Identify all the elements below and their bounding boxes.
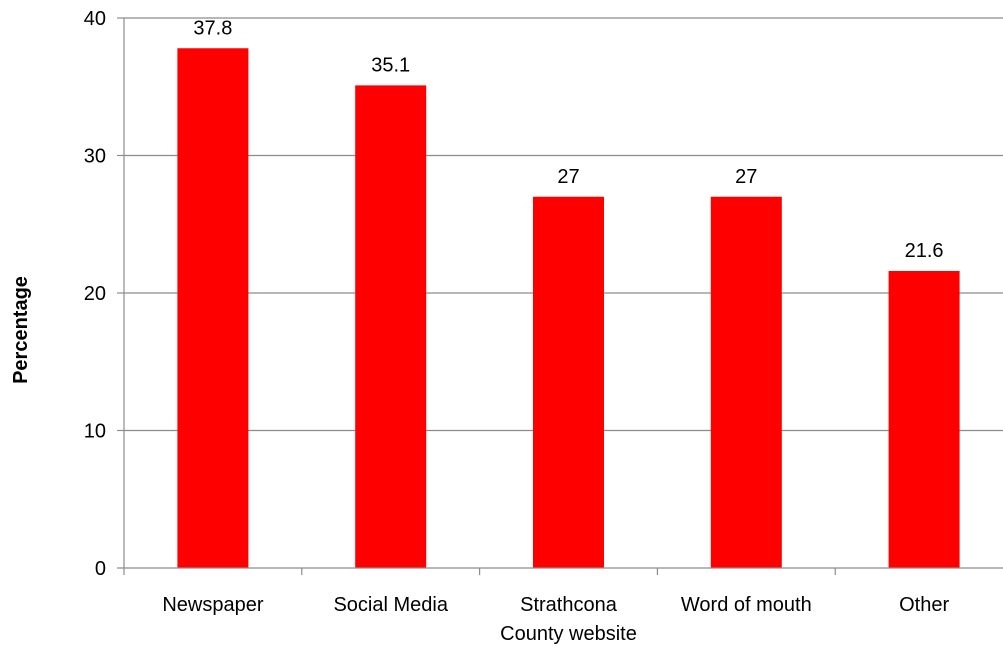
data-label: 27 (557, 166, 579, 188)
bars (177, 48, 960, 568)
bar (355, 85, 427, 568)
data-label: 35.1 (371, 54, 410, 76)
bar (177, 48, 249, 568)
data-label: 27 (735, 166, 757, 188)
bar (710, 196, 782, 568)
y-axis-title: Percentage (10, 276, 32, 384)
data-label: 37.8 (193, 17, 232, 39)
y-tick-label: 30 (84, 146, 106, 168)
bar (533, 196, 604, 568)
x-category-label: Strathcona (520, 594, 618, 616)
y-tick-label: 20 (84, 283, 106, 305)
axes (117, 17, 1003, 575)
labels: 0 10 20 30 40 37.8 Newspaper 35.1 Social Media 27… (84, 8, 950, 645)
x-category-label: Other (899, 594, 949, 616)
y-tick-label: 0 (95, 558, 106, 580)
x-category-label: County website (500, 623, 637, 645)
x-category-label: Newspaper (162, 594, 264, 616)
y-tick-label: 40 (84, 8, 106, 30)
x-category-label: Word of mouth (681, 594, 812, 616)
bar (888, 271, 960, 568)
x-category-label: Social Media (333, 594, 448, 616)
data-label: 21.6 (905, 240, 944, 262)
y-tick-label: 10 (84, 421, 106, 443)
